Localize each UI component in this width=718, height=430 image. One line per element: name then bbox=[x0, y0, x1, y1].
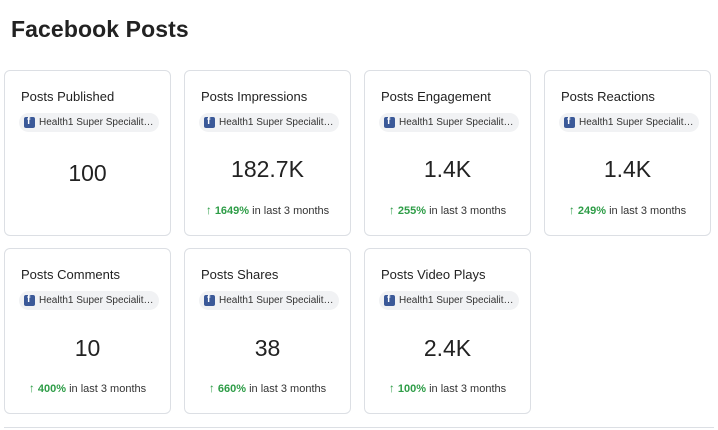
card-title: Posts Published bbox=[21, 89, 115, 104]
arrow-up-icon: ↑ bbox=[205, 203, 212, 217]
account-name: Health1 Super Speciality ... bbox=[399, 117, 517, 128]
facebook-icon bbox=[564, 117, 575, 128]
card-posts-impressions[interactable]: Posts Impressions Health1 Super Speciali… bbox=[184, 70, 351, 236]
account-chip[interactable]: Health1 Super Speciality ... bbox=[379, 113, 519, 132]
metric-value: 1.4K bbox=[423, 156, 472, 182]
metric-value: 1.4K bbox=[603, 156, 652, 182]
trend-line: ↑ 249% in last 3 months bbox=[545, 203, 710, 217]
card-title: Posts Reactions bbox=[561, 89, 655, 104]
card-posts-comments[interactable]: Posts Comments Health1 Super Speciality … bbox=[4, 248, 171, 414]
account-chip[interactable]: Health1 Super Speciality ... bbox=[379, 291, 519, 310]
card-title: Posts Engagement bbox=[381, 89, 491, 104]
metric-value: 100 bbox=[68, 160, 107, 186]
card-title: Posts Impressions bbox=[201, 89, 308, 104]
account-name: Health1 Super Speciality ... bbox=[39, 117, 157, 128]
card-posts-published[interactable]: Posts Published Health1 Super Speciality… bbox=[4, 70, 171, 236]
account-name: Health1 Super Speciality ... bbox=[579, 117, 697, 128]
card-posts-shares[interactable]: Posts Shares Health1 Super Speciality ..… bbox=[184, 248, 351, 414]
facebook-icon bbox=[204, 295, 215, 306]
card-title: Posts Comments bbox=[21, 267, 120, 282]
trend-label: in last 3 months bbox=[429, 383, 507, 395]
account-chip[interactable]: Health1 Super Speciality ... bbox=[19, 291, 159, 310]
trend-line: ↑ 100% in last 3 months bbox=[365, 381, 530, 395]
arrow-up-icon: ↑ bbox=[388, 203, 395, 217]
card-posts-engagement[interactable]: Posts Engagement Health1 Super Specialit… bbox=[364, 70, 531, 236]
trend-percent: 255% bbox=[397, 205, 427, 217]
trend-percent: 1649% bbox=[214, 205, 250, 217]
account-name: Health1 Super Speciality ... bbox=[39, 295, 157, 306]
arrow-up-icon: ↑ bbox=[208, 381, 215, 395]
card-posts-video-plays[interactable]: Posts Video Plays Health1 Super Speciali… bbox=[364, 248, 531, 414]
arrow-up-icon: ↑ bbox=[28, 381, 35, 395]
facebook-icon bbox=[24, 117, 35, 128]
metric-value: 182.7K bbox=[231, 156, 304, 182]
page-title: Facebook Posts bbox=[11, 16, 189, 42]
metric-value: 38 bbox=[254, 335, 281, 361]
facebook-icon bbox=[24, 295, 35, 306]
account-chip[interactable]: Health1 Super Speciality ... bbox=[199, 291, 339, 310]
facebook-icon bbox=[384, 295, 395, 306]
card-title: Posts Video Plays bbox=[381, 267, 486, 282]
trend-line: ↑ 400% in last 3 months bbox=[5, 381, 170, 395]
metric-value: 10 bbox=[74, 335, 101, 361]
card-posts-reactions[interactable]: Posts Reactions Health1 Super Speciality… bbox=[544, 70, 711, 236]
trend-line: ↑ 1649% in last 3 months bbox=[185, 203, 350, 217]
trend-line: ↑ 660% in last 3 months bbox=[185, 381, 350, 395]
account-chip[interactable]: Health1 Super Speciality ... bbox=[19, 113, 159, 132]
facebook-icon bbox=[384, 117, 395, 128]
account-name: Health1 Super Speciality ... bbox=[219, 117, 337, 128]
trend-percent: 400% bbox=[37, 383, 67, 395]
trend-label: in last 3 months bbox=[609, 205, 687, 217]
arrow-up-icon: ↑ bbox=[388, 381, 395, 395]
account-name: Health1 Super Speciality ... bbox=[399, 295, 517, 306]
account-name: Health1 Super Speciality ... bbox=[219, 295, 337, 306]
trend-label: in last 3 months bbox=[252, 205, 330, 217]
trend-label: in last 3 months bbox=[69, 383, 147, 395]
section-divider bbox=[4, 427, 714, 428]
arrow-up-icon: ↑ bbox=[568, 203, 575, 217]
trend-percent: 660% bbox=[217, 383, 247, 395]
card-title: Posts Shares bbox=[201, 267, 279, 282]
facebook-icon bbox=[204, 117, 215, 128]
account-chip[interactable]: Health1 Super Speciality ... bbox=[199, 113, 339, 132]
trend-label: in last 3 months bbox=[429, 205, 507, 217]
trend-label: in last 3 months bbox=[249, 383, 327, 395]
metric-value: 2.4K bbox=[423, 335, 472, 361]
account-chip[interactable]: Health1 Super Speciality ... bbox=[559, 113, 699, 132]
trend-percent: 249% bbox=[577, 205, 607, 217]
trend-line: ↑ 255% in last 3 months bbox=[365, 203, 530, 217]
trend-percent: 100% bbox=[397, 383, 427, 395]
